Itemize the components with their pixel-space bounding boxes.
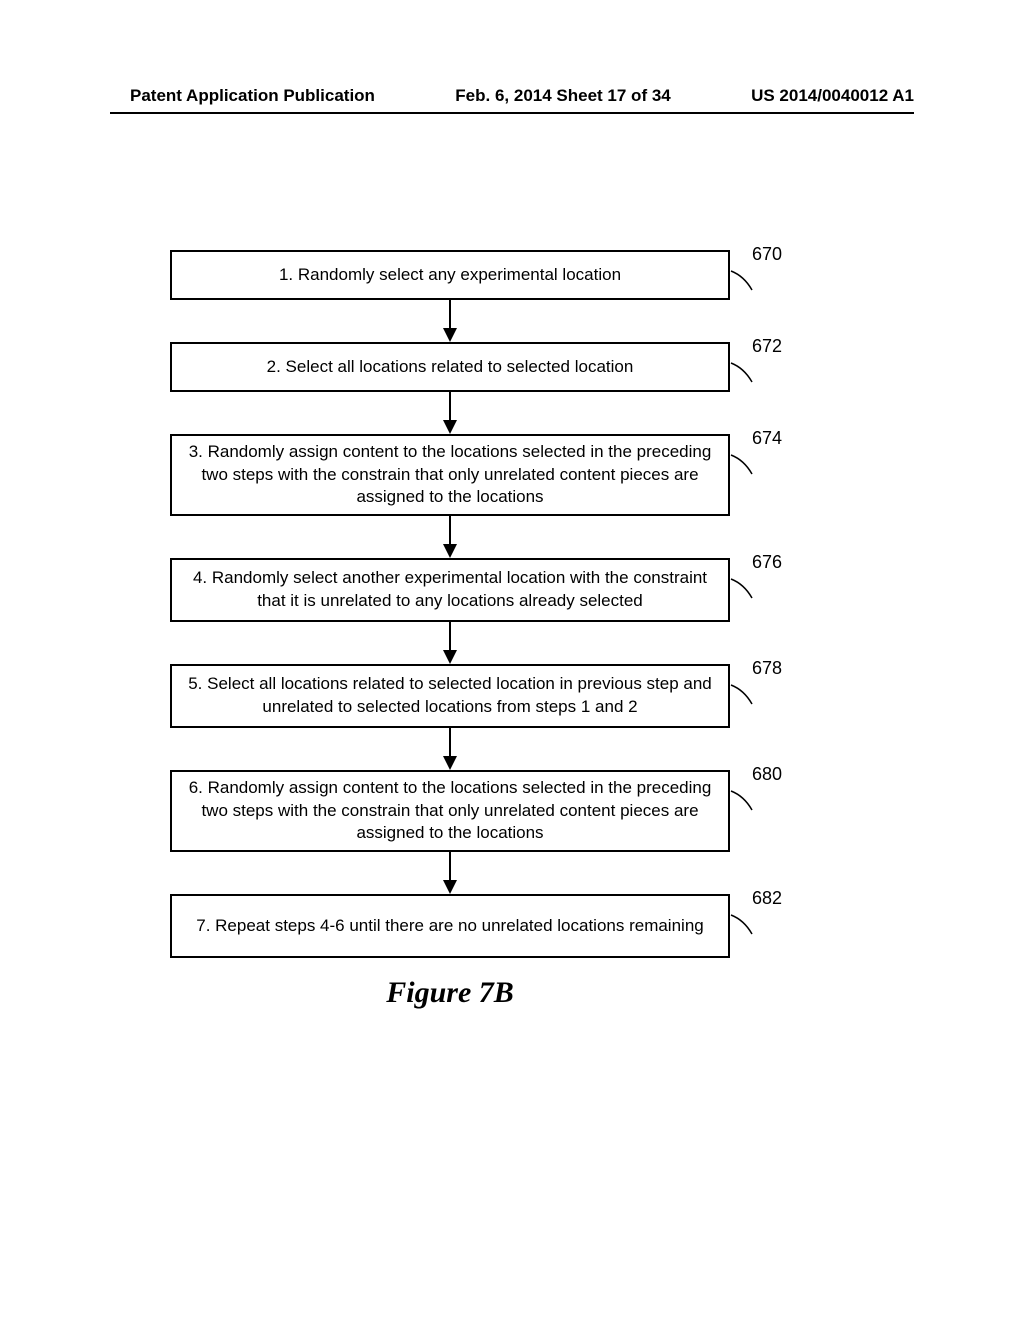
flow-node-674: 3. Randomly assign content to the locati… <box>170 434 730 516</box>
flow-arrow <box>170 392 730 434</box>
flow-node-672: 2. Select all locations related to selec… <box>170 342 730 392</box>
header-rule <box>110 112 914 114</box>
flow-row: 1. Randomly select any experimental loca… <box>170 250 730 300</box>
flow-row: 5. Select all locations related to selec… <box>170 664 730 728</box>
flow-node-text: 6. Randomly assign content to the locati… <box>186 777 714 846</box>
ref-number: 682 <box>752 888 782 909</box>
ref-number: 676 <box>752 552 782 573</box>
flow-node-670: 1. Randomly select any experimental loca… <box>170 250 730 300</box>
figure-caption: Figure 7B <box>170 976 730 1010</box>
flow-arrow <box>170 516 730 558</box>
flow-row: 6. Randomly assign content to the locati… <box>170 770 730 852</box>
flowchart: 1. Randomly select any experimental loca… <box>170 250 730 958</box>
flow-node-text: 7. Repeat steps 4-6 until there are no u… <box>196 915 703 938</box>
ref-tick-icon <box>730 454 750 474</box>
flow-node-680: 6. Randomly assign content to the locati… <box>170 770 730 852</box>
ref-tick-icon <box>730 578 750 598</box>
page-header: Patent Application Publication Feb. 6, 2… <box>0 86 1024 106</box>
ref-number: 678 <box>752 658 782 679</box>
ref-number: 670 <box>752 244 782 265</box>
flow-node-text: 3. Randomly assign content to the locati… <box>186 441 714 510</box>
ref-number: 672 <box>752 336 782 357</box>
flow-arrow <box>170 622 730 664</box>
flow-row: 7. Repeat steps 4-6 until there are no u… <box>170 894 730 958</box>
flow-node-text: 1. Randomly select any experimental loca… <box>279 264 621 287</box>
ref-number: 674 <box>752 428 782 449</box>
flow-row: 2. Select all locations related to selec… <box>170 342 730 392</box>
flow-node-text: 2. Select all locations related to selec… <box>267 356 634 379</box>
flow-node-text: 5. Select all locations related to selec… <box>186 673 714 719</box>
flow-node-678: 5. Select all locations related to selec… <box>170 664 730 728</box>
flow-arrow <box>170 300 730 342</box>
flow-arrow <box>170 852 730 894</box>
ref-tick-icon <box>730 914 750 934</box>
header-right: US 2014/0040012 A1 <box>751 86 914 106</box>
flow-row: 4. Randomly select another experimental … <box>170 558 730 622</box>
ref-tick-icon <box>730 790 750 810</box>
flow-node-682: 7. Repeat steps 4-6 until there are no u… <box>170 894 730 958</box>
header-center: Feb. 6, 2014 Sheet 17 of 34 <box>455 86 670 106</box>
ref-tick-icon <box>730 362 750 382</box>
flow-arrow <box>170 728 730 770</box>
flow-node-text: 4. Randomly select another experimental … <box>186 567 714 613</box>
header-left: Patent Application Publication <box>130 86 375 106</box>
flow-node-676: 4. Randomly select another experimental … <box>170 558 730 622</box>
ref-tick-icon <box>730 270 750 290</box>
ref-tick-icon <box>730 684 750 704</box>
ref-number: 680 <box>752 764 782 785</box>
flow-row: 3. Randomly assign content to the locati… <box>170 434 730 516</box>
